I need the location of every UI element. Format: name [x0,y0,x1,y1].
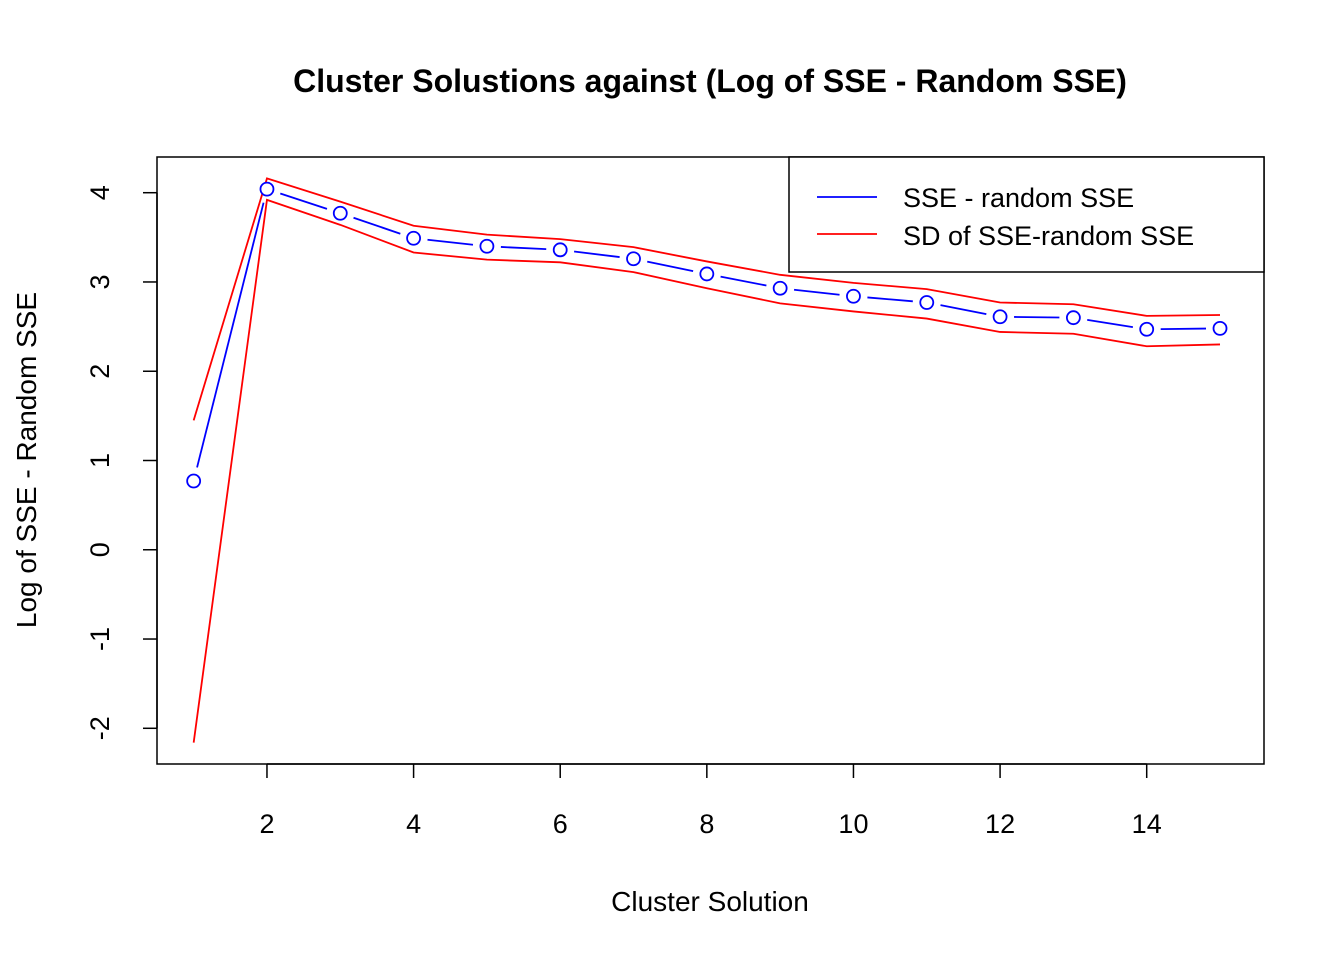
sse-point [846,288,861,304]
y-axis-label: Log of SSE - Random SSE [11,292,42,628]
sse-segment [1014,316,1060,319]
sse-segment [353,216,401,235]
sse-segment [793,288,840,296]
sse-point [552,242,568,258]
y-tick-label: -2 [85,716,115,740]
sse-segment [427,238,474,246]
x-axis: 2 4 6 8 10 12 14 [259,763,1162,839]
x-tick-label: 6 [553,809,568,839]
x-axis-label: Cluster Solution [611,886,809,917]
sse-segment [574,250,620,258]
y-tick-label: -1 [85,627,115,651]
sse-segment [500,246,547,251]
legend-label-sd: SD of SSE-random SSE [903,221,1194,251]
x-tick-label: 4 [406,809,421,839]
legend-label-sse: SSE - random SSE [903,183,1134,213]
sse-point [772,280,788,296]
y-axis: -2 -1 0 1 2 3 4 [85,185,158,740]
sse-point [259,181,275,197]
y-tick-label: 3 [85,274,115,289]
x-tick-label: 10 [838,809,868,839]
sse-segment [196,202,265,468]
sse-segment [940,304,987,315]
sse-segment [720,275,767,287]
sse-point [992,309,1008,325]
x-tick-label: 12 [985,809,1015,839]
sse-segment [867,296,913,303]
y-tick-label: 0 [85,542,115,557]
sse-point [1212,320,1228,336]
series-layer [186,177,1228,743]
sse-point [1139,321,1155,337]
x-tick-label: 2 [259,809,274,839]
legend-box [788,156,1265,273]
sse-segment [1160,327,1207,331]
sse-point [406,230,421,246]
sse-point [919,295,935,310]
sd-upper-line [192,177,1221,421]
sse-point [186,473,202,489]
sse-point [479,238,495,254]
sse-segment [1087,318,1134,328]
x-tick-label: 14 [1132,809,1162,839]
sd-lower-line [192,198,1221,743]
sse-point [699,266,715,282]
chart-title: Cluster Solustions against (Log of SSE -… [293,63,1127,99]
sse-segment [647,260,694,272]
legend: SSE - random SSE SD of SSE-random SSE [788,156,1265,273]
sse-point [332,205,348,221]
x-tick-label: 8 [699,809,714,839]
sse-point [1065,310,1081,326]
y-tick-label: 4 [85,185,115,200]
y-tick-label: 2 [85,364,115,379]
y-tick-label: 1 [85,453,115,468]
sse-segment [279,192,328,210]
sse-point [626,251,641,267]
